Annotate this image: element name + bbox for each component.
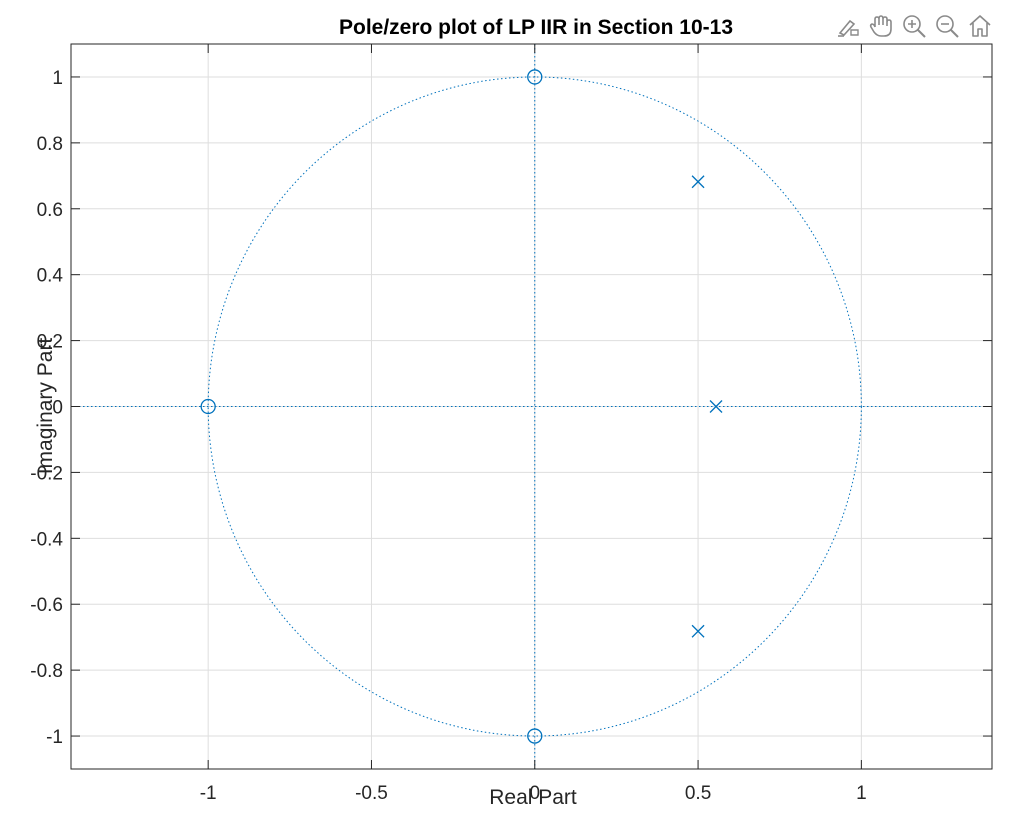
home-button[interactable] xyxy=(964,10,995,42)
y-tick-label: 1 xyxy=(52,68,63,89)
x-tick-label: 0 xyxy=(529,783,540,804)
zoom-in-button[interactable] xyxy=(898,10,929,42)
chart-title: Pole/zero plot of LP IIR in Section 10-1… xyxy=(339,16,733,39)
x-tick-label: -1 xyxy=(200,783,217,804)
y-tick-label: -0.2 xyxy=(30,463,63,484)
pole-marker xyxy=(691,624,705,638)
x-tick-labels: -1 -0.5 0 0.5 1 xyxy=(200,783,867,804)
pole-marker xyxy=(691,175,705,189)
y-tick-label: 0.8 xyxy=(37,134,63,155)
y-tick-label: -0.6 xyxy=(30,595,63,616)
zero-marker xyxy=(527,69,543,85)
y-tick-label: -1 xyxy=(46,727,63,748)
y-axis-label: Imaginary Part xyxy=(34,338,57,475)
y-tick-label: 0 xyxy=(52,398,63,419)
tick-marks xyxy=(71,44,992,769)
brush-icon xyxy=(837,19,859,37)
brush-button[interactable] xyxy=(832,10,863,42)
y-tick-label: 0.2 xyxy=(37,332,63,353)
pan-hand-icon xyxy=(869,15,892,37)
x-tick-label: 0.5 xyxy=(685,783,711,804)
x-axis-label: Real Part xyxy=(489,786,577,809)
zoom-out-button[interactable] xyxy=(931,10,962,42)
zero-marker xyxy=(527,728,543,744)
home-icon xyxy=(968,15,991,37)
y-tick-label: 0.6 xyxy=(37,200,63,221)
y-tick-label: -0.8 xyxy=(30,661,63,682)
zero-marker xyxy=(200,398,216,415)
pan-button[interactable] xyxy=(865,10,896,42)
data-marks xyxy=(200,69,723,744)
y-tick-label: -0.4 xyxy=(30,529,63,550)
zoom-in-icon xyxy=(902,15,926,38)
reference-lines xyxy=(71,44,992,769)
y-tick-label: 0.4 xyxy=(37,266,64,287)
y-tick-labels: 1 0.8 0.6 0.4 0.2 0 -0.2 -0.4 -0.6 -0.8 -1 xyxy=(30,68,63,748)
x-tick-label: 1 xyxy=(856,783,867,804)
zoom-out-icon xyxy=(935,15,959,38)
x-tick-label: -0.5 xyxy=(355,783,388,804)
axes-toolbar xyxy=(832,10,995,42)
pole-marker xyxy=(709,400,723,413)
